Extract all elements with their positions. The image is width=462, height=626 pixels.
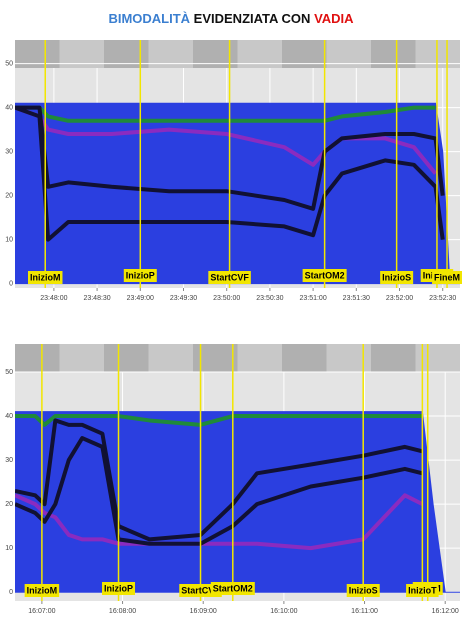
event-label-bg	[123, 269, 157, 282]
event-label-bg	[302, 269, 347, 282]
y-tick-label: 50	[5, 369, 13, 376]
x-tick-label: 16:07:00	[28, 608, 55, 615]
event-label: InizioM	[27, 585, 58, 595]
y-tick-label: 40	[5, 413, 13, 420]
y-tick-label: 10	[5, 236, 13, 243]
y-tick-label: 40	[5, 104, 13, 111]
event-label: InizioP	[104, 583, 133, 593]
header-cell	[193, 344, 238, 372]
y-tick-label: 0	[9, 280, 13, 287]
x-tick-label: 23:49:30	[170, 295, 197, 302]
y-tick-label: 10	[5, 545, 13, 552]
event-label: StartOM2	[305, 270, 345, 280]
header-cell	[371, 344, 416, 372]
header-cell	[237, 344, 282, 372]
x-tick-label: 16:11:00	[351, 608, 378, 615]
event-label-bg	[208, 271, 251, 284]
header-cell	[15, 344, 60, 372]
signal-line	[15, 105, 438, 175]
title-part: EVIDENZIATA CON	[194, 11, 311, 26]
x-tick-label: 16:12:00	[432, 608, 459, 615]
y-tick-label: 50	[5, 60, 13, 67]
event-label: InizioS	[349, 585, 378, 595]
x-tick-label: 23:48:00	[40, 295, 67, 302]
y-tick-label: 20	[5, 501, 13, 508]
event-label: InizioM	[30, 272, 61, 282]
event-label: StartOM2	[213, 583, 253, 593]
signal-line	[15, 105, 445, 211]
event-label-bg	[432, 271, 462, 284]
title-part: BIMODALITÀ	[108, 11, 190, 26]
chart-panel: 0 10 20 30 40 50 23:48:00 23:48:30 23:49:00 23:49…	[5, 40, 462, 302]
event-label: FineM	[434, 272, 460, 282]
header-cell	[148, 344, 193, 372]
x-tick-label: 23:51:00	[299, 295, 326, 302]
event-label: InizioS	[382, 272, 411, 282]
signal-line	[15, 105, 436, 123]
x-tick-label: 16:08:00	[109, 608, 136, 615]
x-tick-label: 16:10:00	[270, 608, 297, 615]
event-label-bg	[24, 584, 60, 597]
y-tick-label: 30	[5, 148, 13, 155]
event-label: InizioT	[408, 585, 437, 595]
plot-layer	[15, 40, 460, 288]
event-label: StartCVF	[181, 585, 220, 595]
x-tick-label: 16:09:00	[190, 608, 217, 615]
signal-line	[15, 105, 445, 242]
plot-layer	[15, 344, 460, 601]
header-cell	[326, 344, 371, 372]
header-cell	[59, 344, 104, 372]
event-label-bg	[102, 582, 136, 595]
event-label-bg	[380, 271, 414, 284]
signal-line	[15, 418, 423, 542]
event-label: InizioP	[126, 270, 155, 280]
y-tick-label: 0	[9, 589, 13, 596]
event-label: StartCVF	[210, 272, 249, 282]
title-part: VADIA	[314, 11, 354, 26]
event-label-bg	[406, 584, 439, 597]
x-tick-label: 23:52:30	[429, 295, 456, 302]
signal-line	[15, 436, 423, 546]
x-tick-label: 23:50:30	[256, 295, 283, 302]
header-cell	[104, 344, 149, 372]
y-tick-label: 30	[5, 457, 13, 464]
x-tick-label: 23:49:00	[127, 295, 154, 302]
event-label-bg	[346, 584, 380, 597]
event-label-bg	[210, 582, 255, 595]
y-tick-label: 20	[5, 192, 13, 199]
x-tick-label: 23:48:30	[83, 295, 110, 302]
chart-panel: 0 10 20 30 40 50 16:07:00 16:08:00 16:09:00 16:10…	[5, 344, 460, 615]
header-cell	[282, 344, 327, 372]
page-title: BIMODALITÀ EVIDENZIATA CON VADIA	[108, 11, 354, 26]
x-tick-label: 23:51:30	[343, 295, 370, 302]
signal-line	[15, 414, 423, 427]
x-tick-label: 23:52:00	[386, 295, 413, 302]
x-tick-label: 23:50:00	[213, 295, 240, 302]
event-label-bg	[27, 271, 63, 284]
